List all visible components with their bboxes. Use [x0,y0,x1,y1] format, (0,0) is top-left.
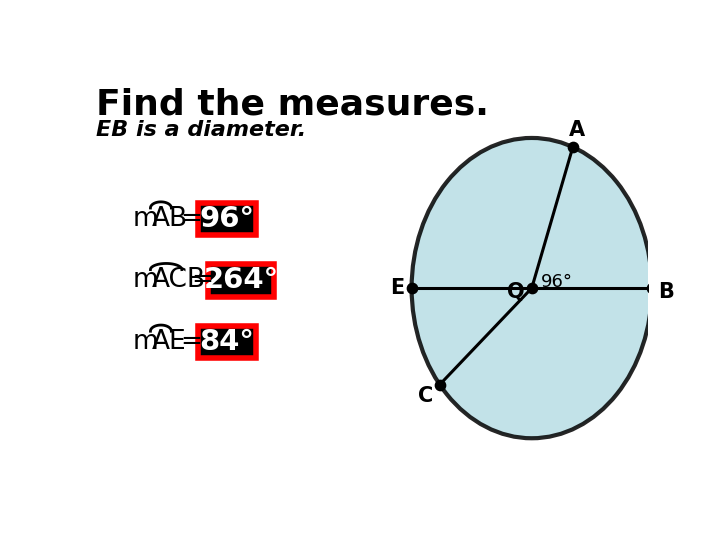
Point [406,284,418,293]
Text: 264°: 264° [204,266,279,294]
Text: 96°: 96° [541,273,573,291]
Point [646,284,657,293]
Ellipse shape [412,138,652,438]
Text: Q: Q [508,282,525,302]
FancyBboxPatch shape [198,202,256,235]
Point [567,143,579,151]
Text: =: = [191,267,213,293]
Text: 84°: 84° [199,328,254,356]
Text: Find the measures.: Find the measures. [96,88,489,122]
Text: AE: AE [152,329,186,355]
Text: =: = [181,329,202,355]
Text: B: B [658,282,674,302]
Point [434,380,446,389]
Text: m: m [132,267,158,293]
Text: ACB: ACB [152,267,206,293]
FancyBboxPatch shape [208,264,274,296]
Text: AB: AB [152,206,188,232]
Point [526,284,538,293]
Text: =: = [181,206,202,232]
Text: A: A [569,120,585,140]
Text: m: m [132,329,158,355]
Text: C: C [418,386,433,406]
Text: 96°: 96° [199,205,254,233]
Text: m: m [132,206,158,232]
Text: EB is a diameter.: EB is a diameter. [96,120,307,140]
FancyBboxPatch shape [198,326,256,358]
Text: E: E [390,278,405,298]
